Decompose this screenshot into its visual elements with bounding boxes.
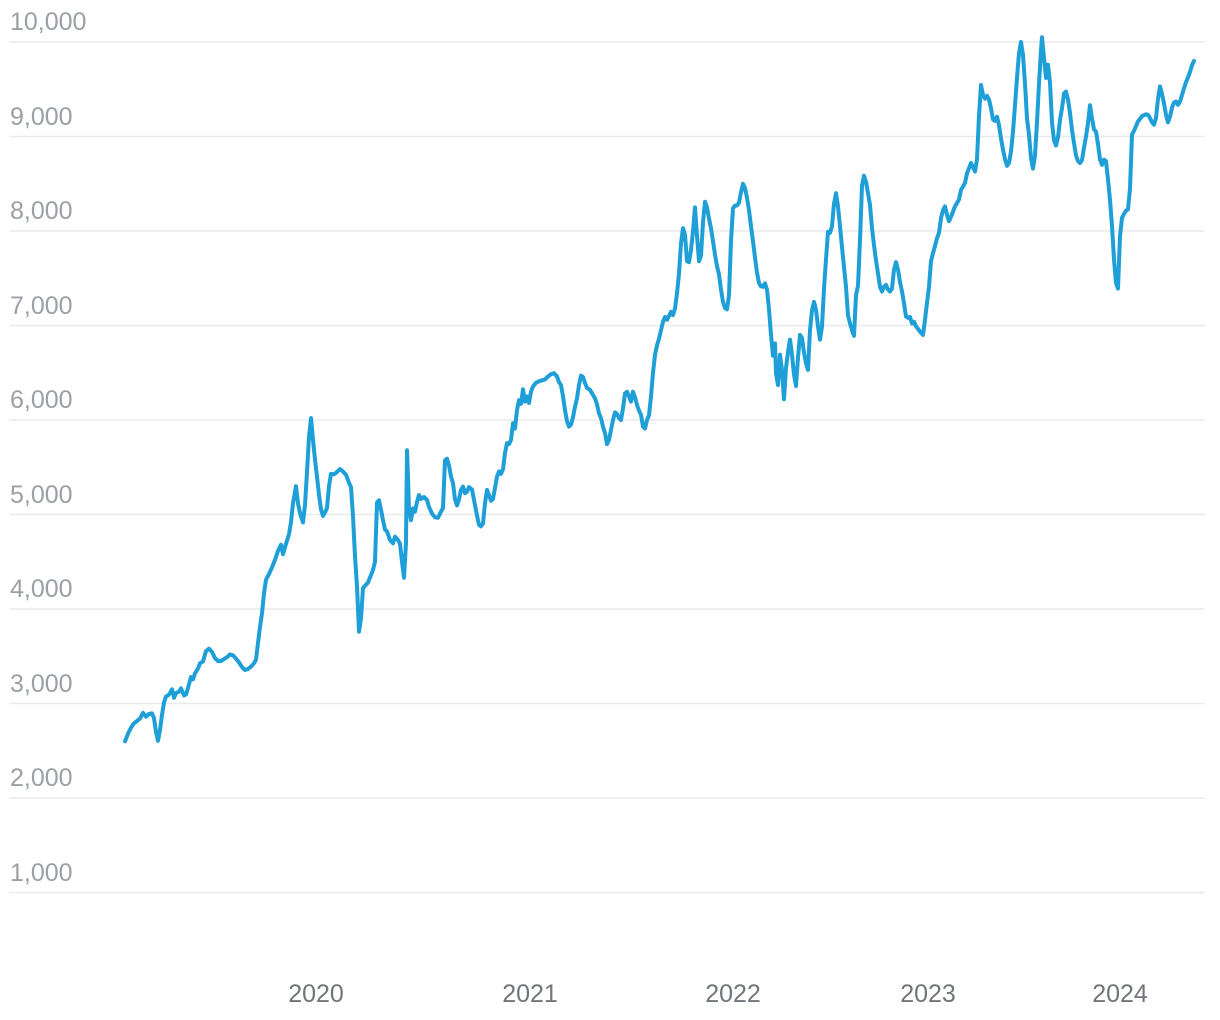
y-axis-tick-label: 5,000 xyxy=(10,480,73,509)
y-axis-tick-label: 6,000 xyxy=(10,386,73,414)
gridlines xyxy=(9,41,1205,894)
x-axis-tick-label: 2022 xyxy=(705,980,761,1008)
y-axis-tick-label: 8,000 xyxy=(10,197,73,225)
y-axis-tick-label: 9,000 xyxy=(10,102,73,131)
x-axis-tick-label: 2021 xyxy=(502,980,558,1008)
y-axis-tick-label: 4,000 xyxy=(10,575,73,603)
y-axis-tick-label: 3,000 xyxy=(10,669,73,698)
x-axis-tick-label: 2024 xyxy=(1092,980,1148,1008)
x-axis-tick-label: 2023 xyxy=(900,980,956,1008)
y-axis-tick-label: 1,000 xyxy=(10,858,73,887)
y-axis-tick-label: 10,000 xyxy=(10,8,87,36)
x-axis-tick-label: 2020 xyxy=(288,980,344,1008)
price-line xyxy=(123,35,1196,744)
y-axis-tick-label: 7,000 xyxy=(10,291,73,320)
y-axis-tick-label: 2,000 xyxy=(10,764,73,792)
